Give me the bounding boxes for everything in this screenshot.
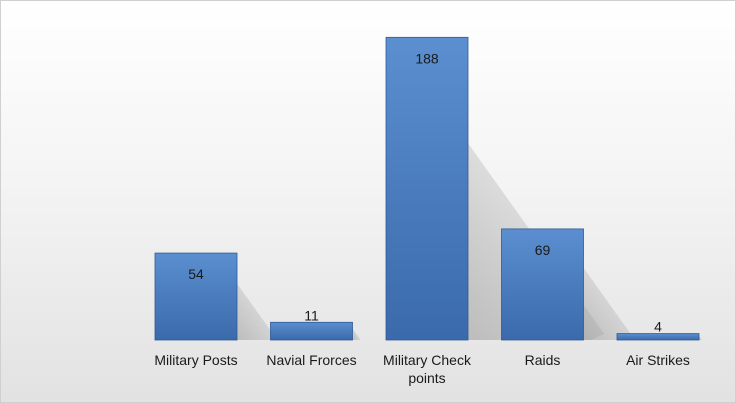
- category-label-military-check-points: Military Check points: [383, 352, 472, 386]
- bars: [154, 36, 700, 341]
- value-labels: 54 11 188 69 4: [188, 50, 662, 334]
- bar-air-strikes: [616, 333, 700, 341]
- value-label-navial-frorces: 11: [304, 307, 319, 323]
- bar-shadow-navial-frorces: [352, 328, 361, 340]
- bar-navial-frorces: [270, 321, 353, 341]
- bar-military-posts: [154, 252, 238, 341]
- category-label-air-strikes: Air Strikes: [626, 352, 690, 368]
- category-label-line: Raids: [525, 352, 561, 368]
- category-label-line: points: [408, 370, 445, 386]
- category-label-line: Military Check: [383, 352, 472, 368]
- bar-shadow-air-strikes: [699, 335, 702, 340]
- category-label-navial-frorces: Navial Frorces: [266, 352, 356, 368]
- category-label-line: Air Strikes: [626, 352, 690, 368]
- bar-raids: [501, 228, 584, 341]
- category-label-military-posts: Military Posts: [154, 352, 237, 368]
- value-label-air-strikes: 4: [654, 319, 662, 335]
- category-labels: Military Posts Navial Frorces Military Che…: [154, 352, 690, 386]
- bar-military-check-points: [385, 36, 469, 341]
- value-label-military-posts: 54: [188, 266, 204, 282]
- bar-shadow-raids: [583, 267, 634, 340]
- value-label-raids: 69: [535, 242, 551, 258]
- value-label-military-check-points: 188: [415, 50, 439, 66]
- category-label-raids: Raids: [525, 352, 561, 368]
- category-label-line: Military Posts: [154, 352, 237, 368]
- category-label-line: Navial Frorces: [266, 352, 356, 368]
- bar-shadow-military-posts: [237, 283, 277, 340]
